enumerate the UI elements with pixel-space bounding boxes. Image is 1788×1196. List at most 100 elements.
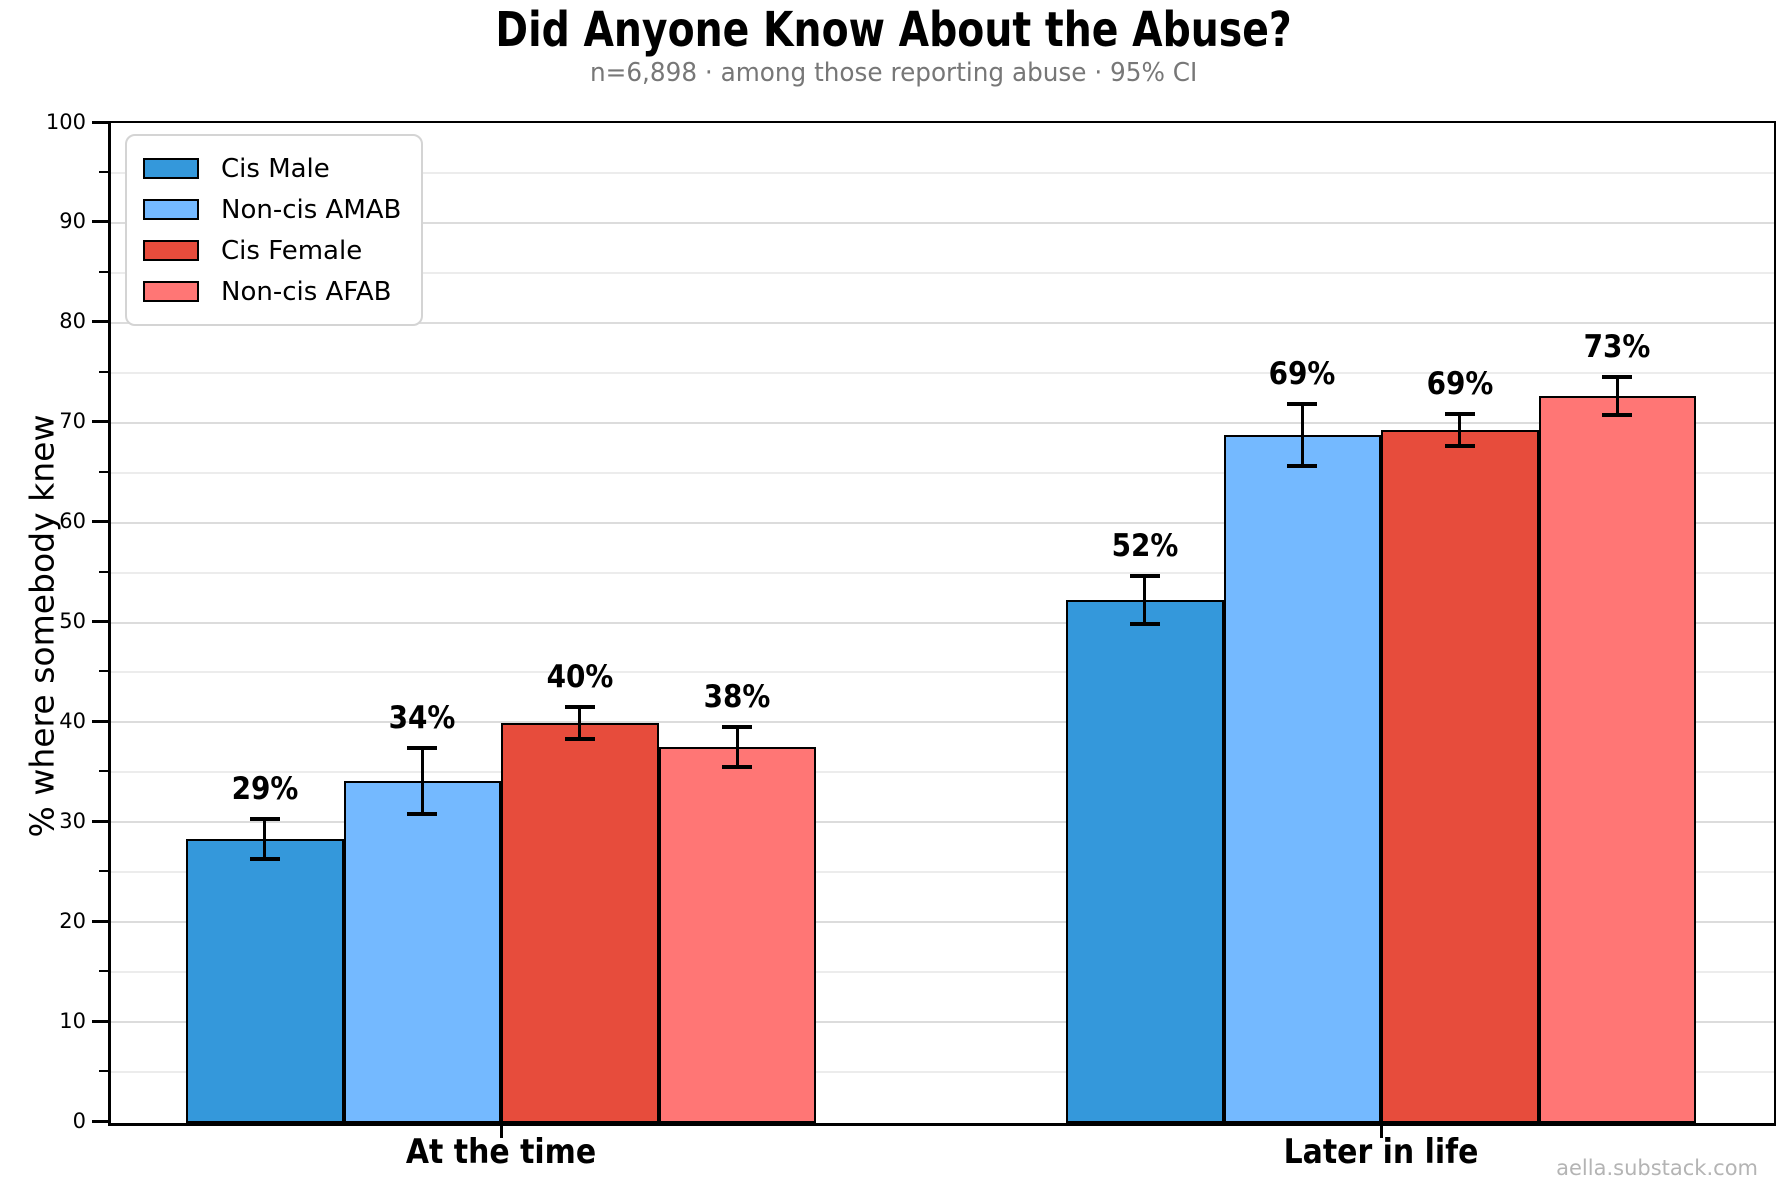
y-minor-tick-45 (99, 670, 108, 673)
gridline-20 (111, 921, 1774, 924)
y-tick-60 (92, 520, 108, 524)
bar-value-label: 69% (1426, 365, 1494, 402)
y-tick-20 (92, 919, 108, 923)
gridline-30 (111, 821, 1774, 824)
gridline-25 (111, 871, 1774, 874)
gridline-5 (111, 1071, 1774, 1074)
gridline-75 (111, 371, 1774, 374)
legend-label: Cis Male (221, 153, 330, 184)
gridline-60 (111, 521, 1774, 524)
error-bar-cap-top (407, 746, 438, 751)
error-bar-cap-bottom (1129, 621, 1160, 626)
gridline-85 (111, 271, 1774, 274)
legend-row-non-cis-amab: Non-cis AMAB (143, 189, 401, 230)
y-tick-50 (92, 620, 108, 623)
y-tick-label-90: 90 (59, 209, 86, 234)
error-bar-cap-top (1129, 573, 1160, 578)
chart-subtitle: n=6,898 · among those reporting abuse · … (590, 58, 1198, 88)
error-bar-line (420, 746, 424, 817)
error-bar-cap-bottom (249, 857, 280, 862)
error-bar-cap-bottom (564, 737, 595, 742)
bar-value-label: 38% (703, 679, 771, 716)
y-tick-70 (92, 420, 108, 424)
error-bar-cap-top (1602, 374, 1633, 379)
legend-row-non-cis-afab: Non-cis AFAB (143, 271, 401, 312)
error-bar (249, 817, 280, 862)
y-minor-tick-75 (99, 370, 108, 373)
error-bar-line (1615, 374, 1619, 417)
category-label-later-in-life: Later in life (1283, 1132, 1479, 1172)
y-tick-label-10: 10 (59, 1008, 86, 1033)
y-tick-label-60: 60 (59, 509, 86, 534)
bar-value-label: 34% (388, 700, 456, 737)
gridline-50 (111, 621, 1774, 624)
error-bar-cap-bottom (407, 812, 438, 817)
legend-label: Non-cis AFAB (221, 276, 392, 307)
gridline-35 (111, 771, 1774, 774)
error-bar-cap-bottom (1444, 443, 1475, 448)
legend-swatch (143, 158, 199, 179)
error-bar (407, 746, 438, 817)
error-bar-cap-top (1287, 401, 1318, 406)
error-bar-cap-bottom (722, 765, 753, 770)
error-bar-line (735, 725, 739, 770)
y-minor-tick-65 (99, 470, 108, 473)
gridline-55 (111, 571, 1774, 574)
error-bar (1129, 573, 1160, 626)
gridline-45 (111, 671, 1774, 674)
error-bar (1444, 411, 1475, 448)
watermark: aella.substack.com (1556, 1156, 1758, 1180)
error-bar-line (1458, 411, 1462, 448)
gridline-95 (111, 171, 1774, 174)
legend-swatch (143, 240, 199, 261)
legend-swatch (143, 281, 199, 302)
y-tick-90 (92, 220, 108, 224)
legend-swatch (143, 199, 199, 220)
y-tick-label-40: 40 (59, 708, 86, 733)
bar-cis-female-later (1381, 429, 1539, 1123)
y-tick-10 (92, 1019, 108, 1023)
y-tick-40 (92, 719, 108, 723)
y-tick-label-70: 70 (59, 409, 86, 434)
error-bar-line (578, 705, 582, 742)
gridline-90 (111, 221, 1774, 224)
error-bar (1287, 401, 1318, 468)
y-minor-tick-85 (99, 270, 108, 273)
y-tick-label-30: 30 (59, 808, 86, 833)
bar-non-cis-afab-later (1538, 395, 1696, 1123)
y-tick-label-0: 0 (72, 1108, 86, 1133)
error-bar (722, 725, 753, 770)
gridline-80 (111, 321, 1774, 324)
y-minor-tick-25 (99, 870, 108, 873)
error-bar (1602, 374, 1633, 417)
legend: Cis Male Non-cis AMAB Cis Female Non-cis AF… (125, 134, 424, 326)
y-minor-tick-5 (99, 1070, 108, 1073)
y-tick-label-20: 20 (59, 908, 86, 933)
gridline-10 (111, 1021, 1774, 1024)
bar-value-label: 69% (1268, 355, 1336, 392)
bar-cis-male-atthetime (186, 839, 344, 1123)
legend-row-cis-female: Cis Female (143, 230, 401, 271)
y-minor-tick-55 (99, 570, 108, 573)
y-tick-30 (92, 819, 108, 823)
y-tick-100 (92, 120, 108, 124)
y-minor-tick-95 (99, 170, 108, 173)
category-label-at-the-time: At the time (405, 1132, 597, 1172)
bar-cis-female-atthetime (501, 723, 659, 1123)
y-tick-label-80: 80 (59, 309, 86, 334)
y-tick-0 (92, 1119, 108, 1123)
chart-title: Did Anyone Know About the Abuse? (495, 2, 1293, 58)
y-tick-80 (92, 320, 108, 324)
legend-label: Non-cis AMAB (221, 194, 402, 225)
legend-label: Cis Female (221, 235, 363, 266)
bar-non-cis-amab-later (1223, 434, 1381, 1123)
gridline-15 (111, 971, 1774, 974)
error-bar-cap-top (1444, 411, 1475, 416)
bar-value-label: 73% (1583, 328, 1651, 365)
plot-area: 29% 52% 34% 69% 40% 69% 38% 73% (108, 121, 1776, 1126)
bar-value-label: 40% (546, 659, 614, 696)
bar-non-cis-amab-atthetime (343, 781, 501, 1123)
y-tick-label-50: 50 (59, 609, 86, 633)
bar-non-cis-afab-atthetime (658, 747, 816, 1123)
